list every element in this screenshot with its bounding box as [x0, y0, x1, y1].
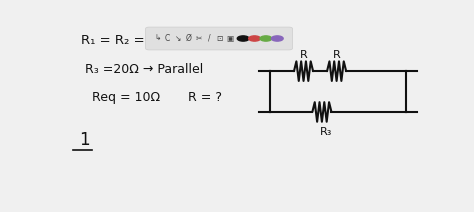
Text: /: / — [208, 34, 210, 43]
Text: Ø: Ø — [185, 34, 191, 43]
Circle shape — [237, 36, 249, 41]
FancyBboxPatch shape — [146, 27, 292, 50]
Text: R: R — [333, 50, 340, 60]
Text: R₃ =20Ω → Parallel: R₃ =20Ω → Parallel — [85, 63, 203, 76]
Text: 1: 1 — [80, 131, 90, 149]
Text: R₃: R₃ — [319, 127, 332, 137]
Circle shape — [249, 36, 260, 41]
Circle shape — [272, 36, 283, 41]
Text: C: C — [165, 34, 170, 43]
Text: ⊡: ⊡ — [216, 34, 223, 43]
Text: ↳: ↳ — [154, 34, 161, 43]
Text: ✂: ✂ — [195, 34, 202, 43]
Text: R = ?: R = ? — [188, 91, 222, 104]
Text: ↘: ↘ — [175, 34, 181, 43]
Text: ▣: ▣ — [226, 34, 233, 43]
Text: Req = 10Ω: Req = 10Ω — [92, 91, 160, 104]
Text: R₁ = R₂ =: R₁ = R₂ = — [82, 34, 145, 47]
Text: R: R — [300, 50, 308, 60]
Circle shape — [260, 36, 272, 41]
